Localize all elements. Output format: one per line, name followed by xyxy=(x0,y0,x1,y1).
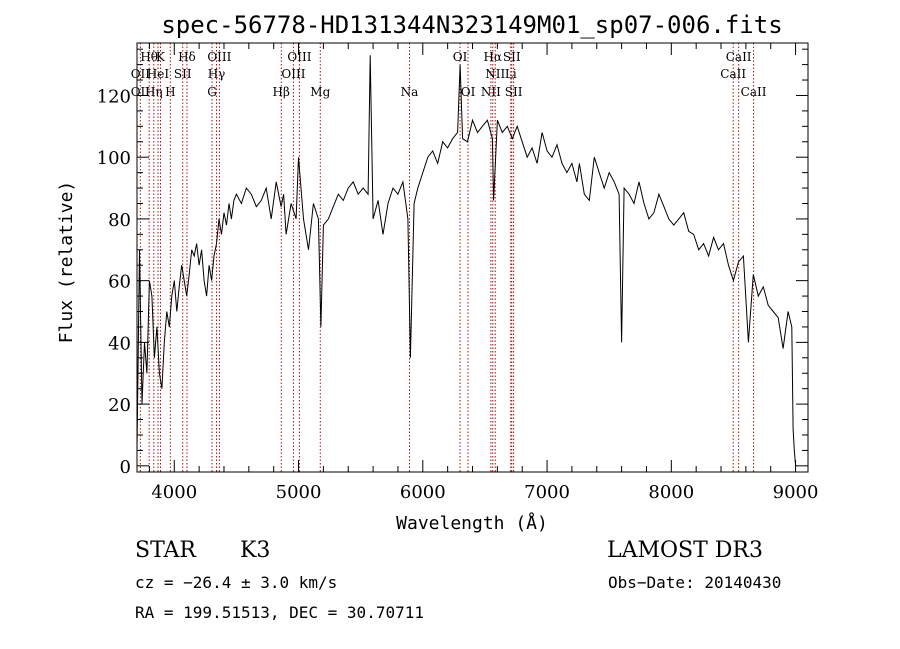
y-tick-label: 120 xyxy=(97,86,131,107)
x-tick-label: 9000 xyxy=(773,482,819,503)
x-axis-label: Wavelength (Å) xyxy=(396,512,548,534)
x-tick-label: 5000 xyxy=(276,482,322,503)
x-tick-label: 6000 xyxy=(400,482,446,503)
line-marker-label: Hη xyxy=(145,85,163,99)
line-marker-label: OI xyxy=(461,85,476,99)
line-marker-label: SII xyxy=(505,85,523,99)
line-marker-label: OIII xyxy=(287,50,311,64)
subclass-label: K3 xyxy=(240,538,271,563)
y-axis-label: Flux (relative) xyxy=(56,181,77,344)
line-marker-label: OIII xyxy=(281,67,305,81)
line-marker-label: Hβ xyxy=(273,85,290,99)
line-marker-label: OI xyxy=(453,50,468,64)
line-marker-label: SII xyxy=(174,67,192,81)
line-marker-label: CaII xyxy=(726,50,752,64)
redshift-label: cz = −26.4 ± 3.0 km/s xyxy=(135,573,338,592)
line-marker-label: Na xyxy=(401,85,419,99)
y-tick-label: 0 xyxy=(120,457,131,478)
object-class: STAR K3 xyxy=(135,538,270,563)
spectral-line-markers xyxy=(139,43,755,472)
line-marker-label: OII xyxy=(131,67,151,81)
y-tick-label: 80 xyxy=(108,210,131,231)
line-marker-label: H xyxy=(165,85,175,99)
line-marker-label: CaII xyxy=(720,67,746,81)
line-marker-label: Hθ xyxy=(140,50,158,64)
obs-date-label: Obs−Date: 20140430 xyxy=(608,573,782,592)
coordinates-label: RA = 199.51513, DEC = 30.70711 xyxy=(135,603,424,622)
y-tick-label: 40 xyxy=(108,333,131,354)
y-axis: 0 20 40 60 80 100 120 xyxy=(97,48,808,478)
plot-frame xyxy=(136,42,809,473)
line-marker-label: Mg xyxy=(310,85,330,99)
line-marker-label: HeI xyxy=(147,67,170,81)
y-tick-label: 60 xyxy=(108,272,131,293)
line-marker-label: Li xyxy=(505,67,517,81)
line-marker-label: G xyxy=(207,85,217,99)
x-tick-label: 4000 xyxy=(151,482,197,503)
y-tick-label: 20 xyxy=(108,395,131,416)
spectrum-series-line xyxy=(136,55,797,466)
line-marker-label: Hδ xyxy=(178,50,196,64)
x-tick-label: 7000 xyxy=(524,482,570,503)
class-label: STAR xyxy=(135,538,196,563)
x-tick-label: 8000 xyxy=(648,482,694,503)
line-marker-label: NII xyxy=(485,67,505,81)
line-marker-label: SII xyxy=(503,50,521,64)
line-marker-label: K xyxy=(156,50,166,64)
x-axis: 4000 5000 6000 7000 8000 9000 xyxy=(148,43,819,503)
line-marker-label: OIII xyxy=(207,50,231,64)
line-marker-label: Hγ xyxy=(208,67,226,81)
line-marker-label: NII xyxy=(481,85,501,99)
line-marker-label: CaII xyxy=(741,85,767,99)
line-marker-label: Hα xyxy=(483,50,502,64)
y-tick-label: 100 xyxy=(97,148,131,169)
chart-title: spec-56778-HD131344N323149M01_sp07-006.f… xyxy=(161,11,782,39)
survey-label: LAMOST DR3 xyxy=(607,538,763,563)
